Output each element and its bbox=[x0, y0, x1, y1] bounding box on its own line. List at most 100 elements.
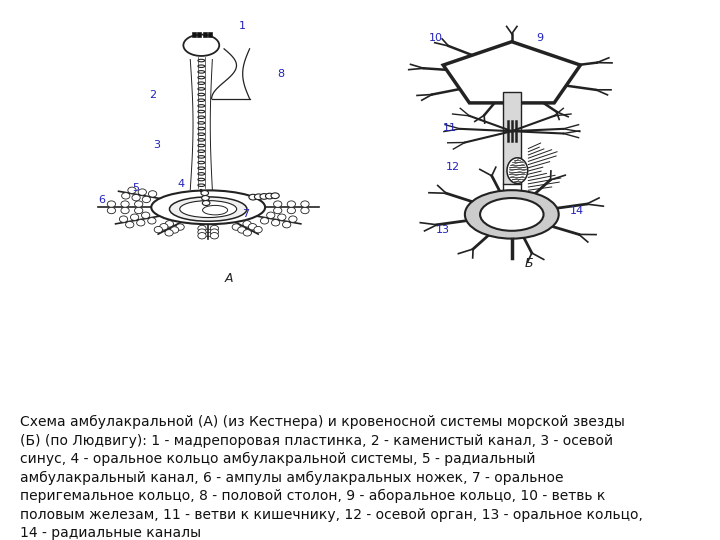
Ellipse shape bbox=[198, 65, 204, 68]
Text: 13: 13 bbox=[436, 225, 450, 235]
Text: 2: 2 bbox=[150, 90, 156, 100]
Text: А: А bbox=[225, 272, 233, 285]
Ellipse shape bbox=[198, 87, 204, 90]
Ellipse shape bbox=[160, 224, 168, 230]
Ellipse shape bbox=[135, 207, 143, 214]
Ellipse shape bbox=[198, 229, 206, 235]
Ellipse shape bbox=[210, 225, 219, 232]
Text: 4: 4 bbox=[177, 179, 184, 189]
Ellipse shape bbox=[122, 193, 130, 199]
Ellipse shape bbox=[148, 191, 157, 197]
Text: 1: 1 bbox=[239, 21, 246, 31]
Ellipse shape bbox=[198, 225, 206, 232]
Ellipse shape bbox=[243, 230, 251, 236]
Bar bbox=[203, 32, 207, 37]
Ellipse shape bbox=[301, 201, 309, 207]
Ellipse shape bbox=[282, 221, 291, 228]
Bar bbox=[503, 92, 521, 184]
Ellipse shape bbox=[202, 205, 228, 215]
Text: 9: 9 bbox=[536, 33, 543, 43]
Ellipse shape bbox=[301, 207, 309, 214]
Bar bbox=[192, 32, 196, 37]
Ellipse shape bbox=[180, 201, 237, 218]
Circle shape bbox=[480, 198, 544, 231]
Ellipse shape bbox=[107, 201, 116, 207]
Ellipse shape bbox=[198, 233, 206, 239]
Ellipse shape bbox=[238, 227, 246, 233]
Polygon shape bbox=[444, 42, 580, 103]
Ellipse shape bbox=[198, 127, 204, 130]
Ellipse shape bbox=[184, 35, 220, 56]
Ellipse shape bbox=[125, 221, 134, 228]
Ellipse shape bbox=[198, 105, 204, 107]
Text: 8: 8 bbox=[277, 69, 284, 79]
Ellipse shape bbox=[121, 207, 129, 214]
Ellipse shape bbox=[198, 59, 204, 62]
Ellipse shape bbox=[148, 218, 156, 224]
Ellipse shape bbox=[198, 161, 204, 164]
Ellipse shape bbox=[254, 226, 262, 233]
Ellipse shape bbox=[176, 224, 184, 230]
Ellipse shape bbox=[278, 214, 286, 220]
Ellipse shape bbox=[107, 207, 116, 214]
Ellipse shape bbox=[121, 201, 129, 207]
Ellipse shape bbox=[201, 191, 209, 195]
Ellipse shape bbox=[198, 139, 204, 141]
Ellipse shape bbox=[287, 201, 295, 207]
Ellipse shape bbox=[287, 207, 295, 214]
Ellipse shape bbox=[198, 99, 204, 102]
Text: 5: 5 bbox=[132, 183, 139, 193]
Ellipse shape bbox=[232, 224, 240, 230]
Ellipse shape bbox=[198, 167, 204, 170]
Ellipse shape bbox=[198, 144, 204, 147]
Ellipse shape bbox=[198, 156, 204, 158]
Ellipse shape bbox=[507, 158, 528, 184]
Ellipse shape bbox=[243, 221, 251, 227]
Ellipse shape bbox=[154, 226, 163, 233]
Ellipse shape bbox=[254, 194, 263, 200]
Ellipse shape bbox=[198, 82, 204, 84]
Ellipse shape bbox=[137, 220, 145, 226]
Ellipse shape bbox=[271, 193, 279, 199]
Ellipse shape bbox=[198, 178, 204, 181]
Ellipse shape bbox=[198, 93, 204, 96]
Ellipse shape bbox=[165, 230, 174, 236]
Ellipse shape bbox=[169, 197, 247, 221]
Text: 10: 10 bbox=[429, 33, 443, 43]
Ellipse shape bbox=[198, 173, 204, 175]
Text: 12: 12 bbox=[446, 162, 460, 172]
Text: 3: 3 bbox=[153, 140, 160, 150]
Text: Схема амбулакральной (А) (из Кестнера) и кровеносной системы морской звезды
(Б) : Схема амбулакральной (А) (из Кестнера) и… bbox=[20, 415, 643, 540]
Ellipse shape bbox=[274, 207, 282, 214]
Ellipse shape bbox=[248, 224, 257, 230]
Ellipse shape bbox=[132, 194, 140, 201]
Ellipse shape bbox=[210, 229, 219, 235]
Ellipse shape bbox=[260, 193, 269, 199]
Ellipse shape bbox=[171, 227, 179, 233]
Bar bbox=[208, 32, 212, 37]
Bar bbox=[197, 32, 202, 37]
Ellipse shape bbox=[271, 220, 280, 226]
Ellipse shape bbox=[198, 71, 204, 73]
Ellipse shape bbox=[165, 221, 174, 227]
Ellipse shape bbox=[128, 187, 136, 193]
Circle shape bbox=[465, 190, 559, 239]
Ellipse shape bbox=[289, 216, 297, 222]
Ellipse shape bbox=[130, 214, 139, 220]
Text: 14: 14 bbox=[570, 206, 585, 216]
Ellipse shape bbox=[261, 218, 269, 224]
Text: 11: 11 bbox=[443, 123, 456, 133]
Text: Б: Б bbox=[525, 257, 534, 270]
Ellipse shape bbox=[198, 76, 204, 79]
Ellipse shape bbox=[198, 116, 204, 118]
Ellipse shape bbox=[142, 212, 150, 219]
Ellipse shape bbox=[198, 122, 204, 124]
Ellipse shape bbox=[198, 150, 204, 152]
Ellipse shape bbox=[143, 196, 150, 202]
Ellipse shape bbox=[120, 216, 127, 222]
Ellipse shape bbox=[138, 189, 146, 195]
Ellipse shape bbox=[198, 110, 204, 113]
Ellipse shape bbox=[274, 201, 282, 207]
Ellipse shape bbox=[210, 233, 219, 239]
Ellipse shape bbox=[151, 191, 265, 224]
